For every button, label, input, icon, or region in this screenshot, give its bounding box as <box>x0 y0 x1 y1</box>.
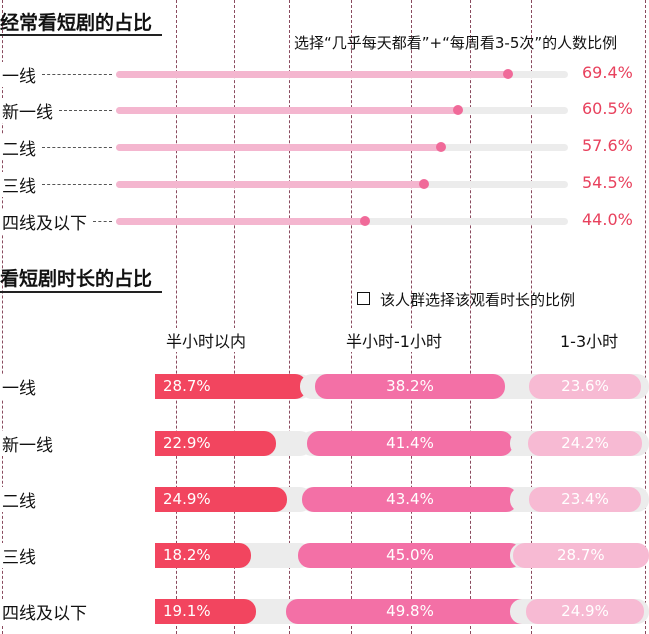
value-label: 18.2% <box>163 545 211 564</box>
category-label: 二线 <box>2 135 38 160</box>
leader-line <box>42 184 112 185</box>
bar-end-dot <box>436 142 447 152</box>
grid-line <box>176 0 177 634</box>
bar-one-to-three-hours <box>527 430 643 456</box>
value-label: 44.0% <box>580 210 633 229</box>
bar-one-to-three-hours <box>529 486 641 512</box>
leader-line <box>42 74 112 75</box>
section2-title: 看短剧时长的占比 <box>0 268 153 290</box>
legend-swatch <box>357 292 370 305</box>
leader-line <box>93 221 112 222</box>
bar-fill <box>116 180 424 188</box>
bar-under-half-hour <box>155 373 308 399</box>
col-header-half-to-one-hour: 半小时-1小时 <box>346 328 442 352</box>
bar-under-half-hour <box>155 598 257 624</box>
bar-one-to-three-hours <box>525 598 645 624</box>
category-label: 新一线 <box>2 98 55 123</box>
bar-fill <box>116 70 509 78</box>
grid-line <box>2 0 3 634</box>
category-label: 四线及以下 <box>2 209 89 234</box>
bar-end-dot <box>359 216 370 226</box>
leader-line <box>42 147 112 148</box>
bar-half-to-one-hour <box>286 598 534 624</box>
bar-fill <box>116 143 442 151</box>
value-label: 28.7% <box>163 376 211 395</box>
value-label: 23.6% <box>561 376 609 395</box>
bar-under-half-hour <box>155 486 287 512</box>
value-label: 24.2% <box>561 433 609 452</box>
col-header-one-to-three-hours: 1-3小时 <box>560 328 619 352</box>
bar-end-dot <box>418 179 429 189</box>
category-label: 新一线 <box>2 431 55 456</box>
legend-label: 该人群选择该观看时长的比例 <box>380 291 576 309</box>
bar-fill <box>116 217 365 225</box>
value-label: 49.8% <box>386 601 434 620</box>
section1-title-underline <box>0 34 162 36</box>
bar-end-dot <box>503 69 514 79</box>
bar-end-dot <box>452 105 463 115</box>
category-label: 四线及以下 <box>2 599 89 624</box>
bar-one-to-three-hours <box>528 373 642 399</box>
value-label: 22.9% <box>163 433 211 452</box>
bar-half-to-one-hour <box>302 486 518 512</box>
grid-line <box>531 0 532 634</box>
value-label: 38.2% <box>386 376 434 395</box>
bar-half-to-one-hour <box>315 373 505 399</box>
value-label: 60.5% <box>580 99 633 118</box>
category-label: 三线 <box>2 172 38 197</box>
section2-title-underline <box>0 291 162 293</box>
grid-line <box>351 0 352 634</box>
col-header-under-half-hour: 半小时以内 <box>166 328 247 352</box>
value-label: 41.4% <box>386 433 434 452</box>
bar-one-to-three-hours <box>512 542 649 568</box>
value-label: 45.0% <box>386 545 434 564</box>
bar-half-to-one-hour <box>298 542 522 568</box>
category-label: 一线 <box>2 62 38 87</box>
grid-line <box>645 0 646 634</box>
value-label: 24.9% <box>163 489 211 508</box>
value-label: 43.4% <box>386 489 434 508</box>
bar-fill <box>116 106 458 114</box>
grid-line <box>289 0 290 634</box>
bar-half-to-one-hour <box>307 430 513 456</box>
section1-title: 经常看短剧的占比 <box>0 12 153 34</box>
value-label: 69.4% <box>580 63 633 82</box>
grid-line <box>470 0 471 634</box>
value-label: 19.1% <box>163 601 211 620</box>
value-label: 57.6% <box>580 136 633 155</box>
value-label: 54.5% <box>580 173 633 192</box>
category-label: 一线 <box>2 374 38 399</box>
category-label: 三线 <box>2 543 38 568</box>
value-label: 23.4% <box>561 489 609 508</box>
bar-under-half-hour <box>155 542 252 568</box>
value-label: 28.7% <box>557 545 605 564</box>
leader-line <box>59 110 112 111</box>
category-label: 二线 <box>2 487 38 512</box>
value-label: 24.9% <box>561 601 609 620</box>
bar-under-half-hour <box>155 430 277 456</box>
grid-line <box>234 0 235 634</box>
section1-subtitle: 选择“几乎每天都看”+“每周看3-5次”的人数比例 <box>294 34 618 52</box>
grid-line <box>411 0 412 634</box>
